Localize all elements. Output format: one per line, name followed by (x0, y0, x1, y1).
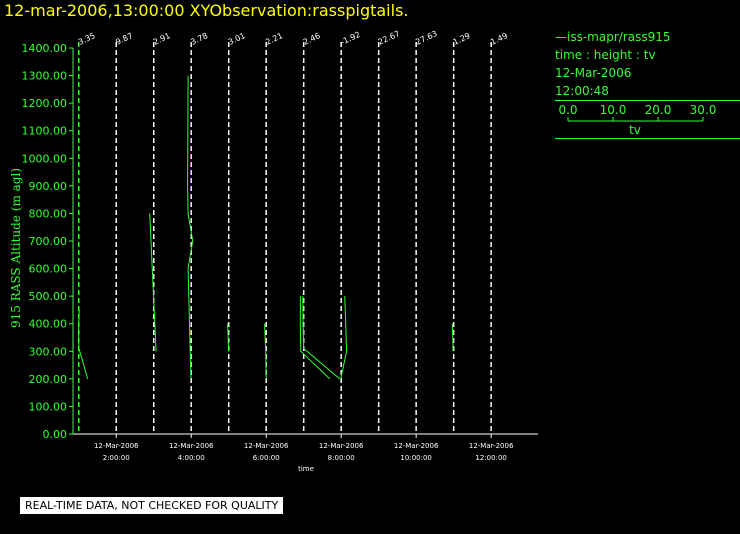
legend-scale-tick-label: 0.0 (558, 103, 577, 117)
legend-scale-label: tv (629, 123, 641, 137)
baseline-label: 27.63 (414, 29, 439, 47)
baseline-label: 22.67 (377, 29, 402, 47)
profile-line (227, 323, 230, 352)
legend-scale-tick-label: 20.0 (645, 103, 672, 117)
baseline-label: 2.21 (264, 31, 284, 47)
y-axis-label: 915 RASS Altitude (m agl) (9, 168, 23, 328)
baseline-label: 3.35 (77, 31, 97, 47)
y-tick-label: 200.00 (29, 373, 68, 386)
y-tick-label: 400.00 (29, 318, 68, 331)
y-tick-label: 0.00 (43, 428, 68, 441)
y-tick-label: 700.00 (29, 235, 68, 248)
legend-time: 12:00:48 (555, 84, 609, 98)
legend-scale: 0.0 10.0 20.0 30.0 tv (558, 103, 717, 137)
y-tick-label: 900.00 (29, 180, 68, 193)
y-tick-label: 1400.00 (22, 42, 68, 55)
x-axis-label: time (298, 465, 314, 473)
profile-line (302, 296, 341, 380)
legend-scale-tick-label: 30.0 (690, 103, 717, 117)
x-tick-time: 8:00:00 (328, 454, 355, 462)
axes: 0.00 100.00 200.00 300.00 400.00 500.00 600.00… (22, 42, 538, 462)
x-tick-time: 6:00:00 (253, 454, 280, 462)
x-tick-date: 12-Mar-2006 (244, 442, 289, 450)
profile-line (187, 75, 194, 379)
baseline-label: 3.01 (227, 31, 247, 47)
profile-line (78, 309, 89, 380)
profile-line (299, 296, 331, 380)
y-tick-label: 1000.00 (22, 152, 68, 165)
y-tick-label: 600.00 (29, 263, 68, 276)
legend-divider (555, 100, 740, 101)
legend-description: time : height : tv (555, 48, 656, 62)
legend-series-label: iss-mapr/rass915 (567, 30, 671, 44)
profile-line (149, 213, 157, 352)
legend-series: —iss-mapr/rass915 (555, 30, 671, 44)
x-tick-time: 10:00:00 (400, 454, 431, 462)
baseline-label: -1.92 (339, 30, 362, 47)
profile-line (340, 296, 348, 380)
y-tick-label: 500.00 (29, 290, 68, 303)
legend-panel: —iss-mapr/rass915 time : height : tv 12-… (555, 28, 740, 139)
x-tick-time: 12:00:00 (475, 454, 506, 462)
baselines: 3.35 9.87 2.91 3.78 3.01 2.21 2.46 -1.92 22.67 27… (77, 29, 509, 434)
x-tick-date: 12-Mar-2006 (394, 442, 439, 450)
y-tick-label: 1300.00 (22, 70, 68, 83)
profile-line (451, 323, 454, 352)
baseline-label: 1.49 (489, 31, 509, 47)
y-tick-label: 1100.00 (22, 125, 68, 138)
profile-line (264, 323, 267, 379)
x-tick-date: 12-Mar-2006 (169, 442, 214, 450)
baseline-label: 9.87 (114, 31, 134, 47)
chart-title: 12-mar-2006,13:00:00 XYObservation:rassp… (4, 1, 409, 20)
y-tick-label: 1200.00 (22, 97, 68, 110)
y-tick-label: 800.00 (29, 207, 68, 220)
legend-scale-ticks: 0.0 10.0 20.0 30.0 (558, 103, 717, 122)
x-tick-time: 4:00:00 (178, 454, 205, 462)
baseline-label: 3.78 (189, 31, 209, 47)
baseline-label: 1.29 (452, 31, 472, 47)
y-tick-label: 100.00 (29, 400, 68, 413)
baseline-label: 2.46 (302, 31, 322, 47)
x-tick-date: 12-Mar-2006 (319, 442, 364, 450)
quality-notice: REAL-TIME DATA, NOT CHECKED FOR QUALITY (20, 497, 284, 514)
x-tick-time: 2:00:00 (103, 454, 130, 462)
legend-scale-tick-label: 10.0 (600, 103, 627, 117)
x-tick-date: 12-Mar-2006 (94, 442, 139, 450)
y-tick-label: 300.00 (29, 345, 68, 358)
baseline-label: 2.91 (152, 31, 172, 47)
legend-date: 12-Mar-2006 (555, 66, 632, 80)
profiles (78, 75, 454, 380)
legend-bottom-divider (555, 138, 740, 139)
x-tick-date: 12-Mar-2006 (469, 442, 514, 450)
